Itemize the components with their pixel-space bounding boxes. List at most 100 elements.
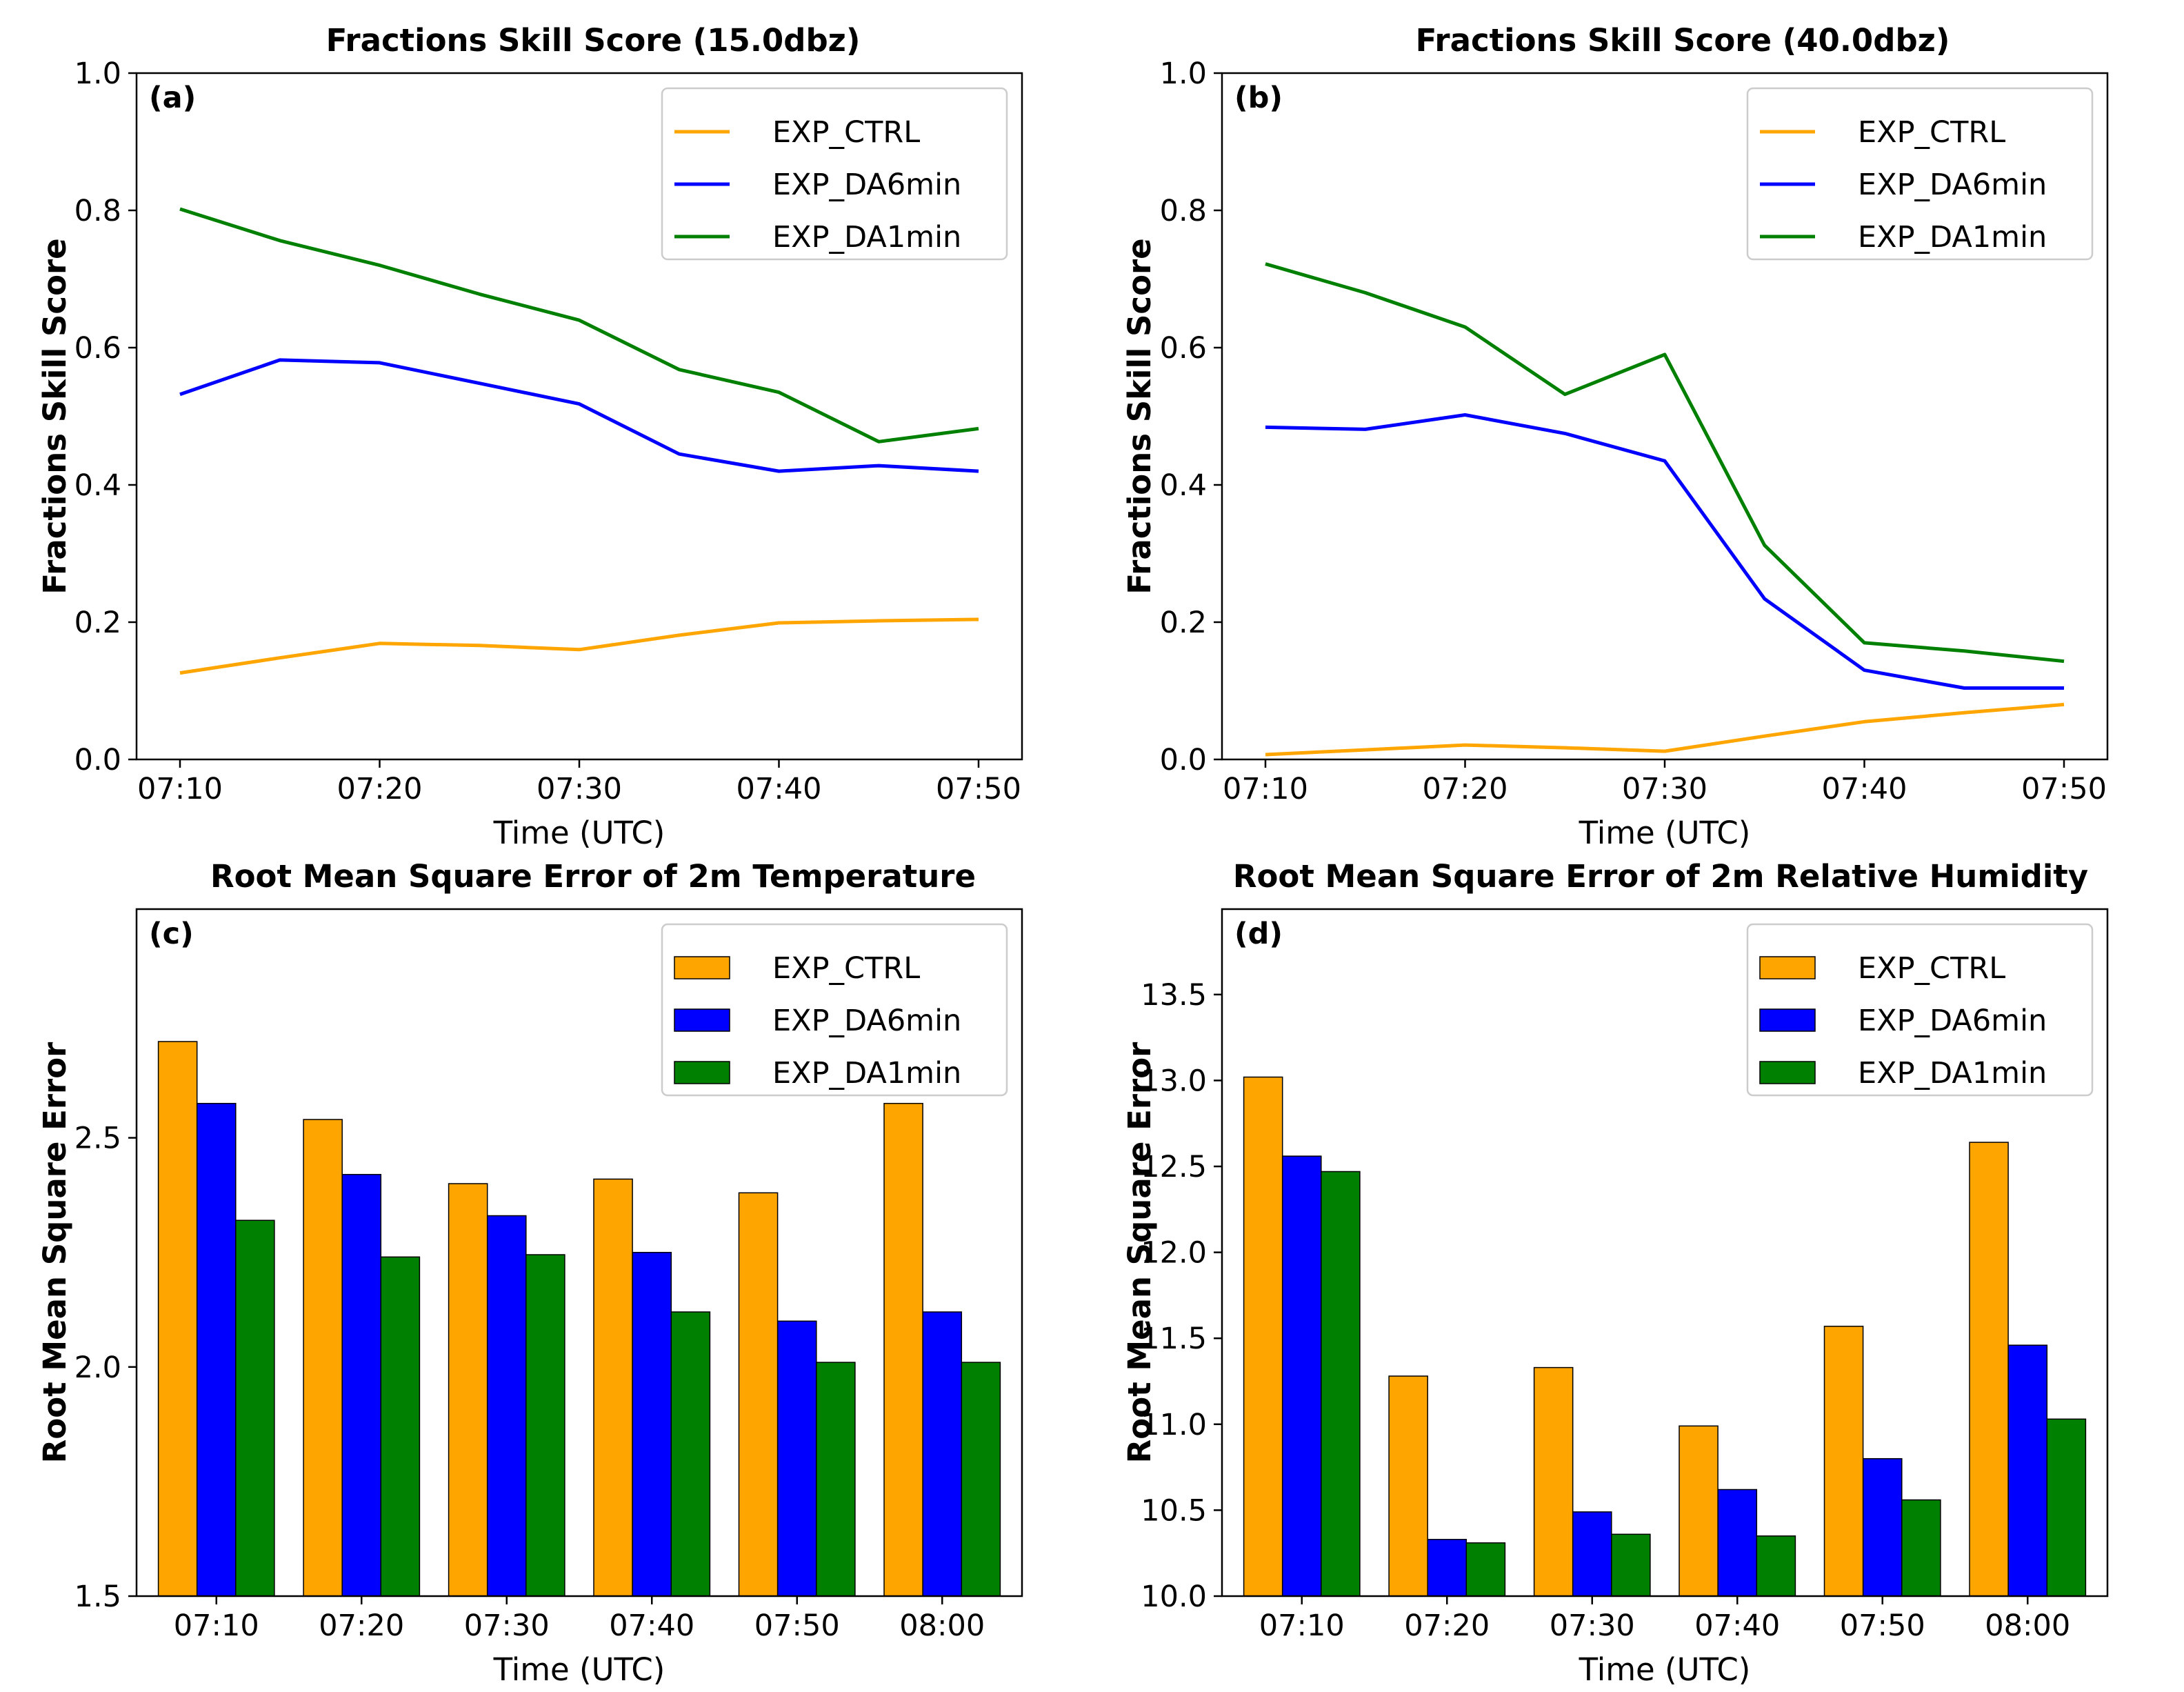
- y-tick-label: 11.0: [1141, 1408, 1207, 1442]
- x-tick-label: 07:20: [337, 772, 423, 806]
- x-tick-label: 07:20: [1423, 772, 1508, 806]
- x-tick-label: 08:00: [899, 1609, 985, 1643]
- plot-frame: [1221, 72, 2109, 761]
- legend-box: [1746, 923, 2094, 1097]
- bar-exp-da6min-0720: [1427, 1539, 1467, 1597]
- bar-exp-ctrl-0720: [303, 1119, 343, 1597]
- panel-b: Fractions Skill Score (40.0dbz) Fractions…: [1121, 22, 2109, 851]
- series-line-exp-ctrl: [1265, 702, 2065, 757]
- panel-label: (b): [1234, 81, 1283, 115]
- y-tick-label: 1.5: [74, 1580, 121, 1614]
- panel-title: Root Mean Square Error of 2m Temperature: [210, 858, 976, 895]
- y-tick-label: 0.2: [74, 606, 121, 640]
- bar-exp-ctrl-0800: [1969, 1142, 2009, 1597]
- panel-title: Fractions Skill Score (40.0dbz): [1416, 22, 1950, 59]
- bar-exp-da1min-0800: [961, 1362, 1001, 1597]
- panel-label: (a): [149, 81, 196, 115]
- legend-swatch: [674, 1061, 730, 1084]
- y-tick-label: 1.0: [74, 57, 121, 91]
- bar-exp-ctrl-0740: [1679, 1425, 1719, 1597]
- bar-exp-da1min-0800: [2046, 1418, 2087, 1597]
- x-tick-label: 08:00: [1985, 1609, 2070, 1643]
- y-axis-label: Fractions Skill Score: [1121, 238, 1158, 594]
- legend-label: EXP_DA6min: [772, 1004, 961, 1038]
- x-tick-label: 07:30: [537, 772, 622, 806]
- bar-exp-da1min-0750: [1901, 1499, 1941, 1597]
- x-axis-label: Time (UTC): [1579, 815, 1751, 851]
- bar-exp-da1min-0730: [525, 1254, 565, 1597]
- bar-exp-da6min-0730: [486, 1215, 527, 1597]
- bar-exp-da6min-0750: [777, 1320, 817, 1597]
- panel-label: (d): [1234, 917, 1283, 951]
- series-line-exp-ctrl: [179, 617, 979, 675]
- bar-exp-da6min-0740: [1717, 1489, 1758, 1597]
- bar-exp-da1min-0710: [235, 1220, 275, 1597]
- bar-exp-da6min-0800: [922, 1311, 963, 1597]
- y-tick-label: 1.0: [1160, 57, 1207, 91]
- x-tick-label: 07:20: [1404, 1609, 1490, 1643]
- panel-c: Root Mean Square Error of 2m Temperature…: [37, 858, 1023, 1688]
- legend-label: EXP_DA6min: [1858, 1004, 2047, 1038]
- legend-label: EXP_DA1min: [1858, 1056, 2047, 1091]
- legend-swatch: [1759, 956, 1816, 979]
- bar-exp-da6min-0730: [1572, 1511, 1612, 1597]
- bar-exp-ctrl-0750: [1823, 1326, 1864, 1597]
- bar-exp-da6min-0800: [2007, 1344, 2048, 1597]
- legend: EXP_CTRL EXP_DA6min EXP_DA1min: [661, 87, 1008, 261]
- y-tick-label: 2.5: [74, 1122, 121, 1156]
- bar-exp-da1min-0730: [1611, 1533, 1651, 1597]
- x-tick-label: 07:40: [1694, 1609, 1780, 1643]
- series-line-exp-da6min: [1265, 413, 2064, 690]
- plot-frame: [135, 908, 1023, 1598]
- y-tick-label: 0.8: [74, 194, 121, 228]
- legend-swatch: [1759, 1008, 1816, 1032]
- bar-exp-da6min-0720: [341, 1173, 382, 1597]
- y-tick-label: 10.0: [1141, 1580, 1207, 1614]
- y-tick-label: 10.5: [1141, 1493, 1207, 1528]
- legend-label: EXP_CTRL: [772, 115, 920, 150]
- legend-label: EXP_DA1min: [772, 1056, 961, 1091]
- legend-swatch: [674, 956, 730, 979]
- bar-exp-ctrl-0710: [1243, 1076, 1283, 1597]
- panel-a: Fractions Skill Score (15.0dbz) Fractions…: [37, 22, 1023, 851]
- bar-exp-da1min-0740: [1756, 1535, 1796, 1597]
- legend-label: EXP_DA6min: [1858, 168, 2047, 202]
- panel-title: Fractions Skill Score (15.0dbz): [326, 22, 861, 59]
- bar-exp-da1min-0720: [1465, 1542, 1506, 1597]
- legend-label: EXP_CTRL: [1858, 115, 2005, 150]
- series-line-exp-da1min: [1265, 262, 2065, 664]
- panel-label: (c): [149, 917, 194, 951]
- y-tick-label: 0.0: [74, 743, 121, 777]
- x-tick-label: 07:10: [174, 1609, 259, 1643]
- bar-exp-ctrl-0730: [448, 1183, 488, 1597]
- legend-label: EXP_CTRL: [1858, 951, 2005, 986]
- y-tick-label: 0.2: [1160, 606, 1207, 640]
- legend-swatch: [1759, 1061, 1816, 1084]
- y-axis-label: Root Mean Square Error: [37, 1042, 73, 1463]
- bar-exp-da6min-0710: [1281, 1155, 1322, 1597]
- plot-frame: [135, 72, 1023, 761]
- y-tick-label: 12.0: [1141, 1236, 1207, 1271]
- y-tick-label: 0.6: [1160, 331, 1207, 366]
- x-axis-label: Time (UTC): [493, 815, 665, 851]
- y-tick-label: 0.8: [1160, 194, 1207, 228]
- legend: EXP_CTRL EXP_DA6min EXP_DA1min: [1746, 923, 2094, 1097]
- panel-d: Root Mean Square Error of 2m Relative Hu…: [1121, 858, 2109, 1688]
- legend-label: EXP_CTRL: [772, 951, 920, 986]
- x-tick-label: 07:30: [464, 1609, 550, 1643]
- y-tick-label: 12.5: [1141, 1150, 1207, 1184]
- y-axis-label: Fractions Skill Score: [37, 238, 73, 594]
- bar-exp-da1min-0740: [670, 1311, 711, 1597]
- x-tick-label: 07:50: [1840, 1609, 1925, 1643]
- x-axis-label: Time (UTC): [493, 1651, 665, 1688]
- legend-box: [1746, 87, 2094, 261]
- y-tick-label: 2.0: [74, 1351, 121, 1385]
- legend-label: EXP_DA1min: [1858, 220, 2047, 255]
- series-line-exp-da1min: [179, 207, 979, 444]
- x-tick-label: 07:10: [1223, 772, 1308, 806]
- x-tick-label: 07:10: [137, 772, 223, 806]
- bar-exp-da6min-0710: [196, 1102, 237, 1597]
- bar-exp-ctrl-0800: [883, 1102, 923, 1597]
- y-tick-label: 11.5: [1141, 1322, 1207, 1356]
